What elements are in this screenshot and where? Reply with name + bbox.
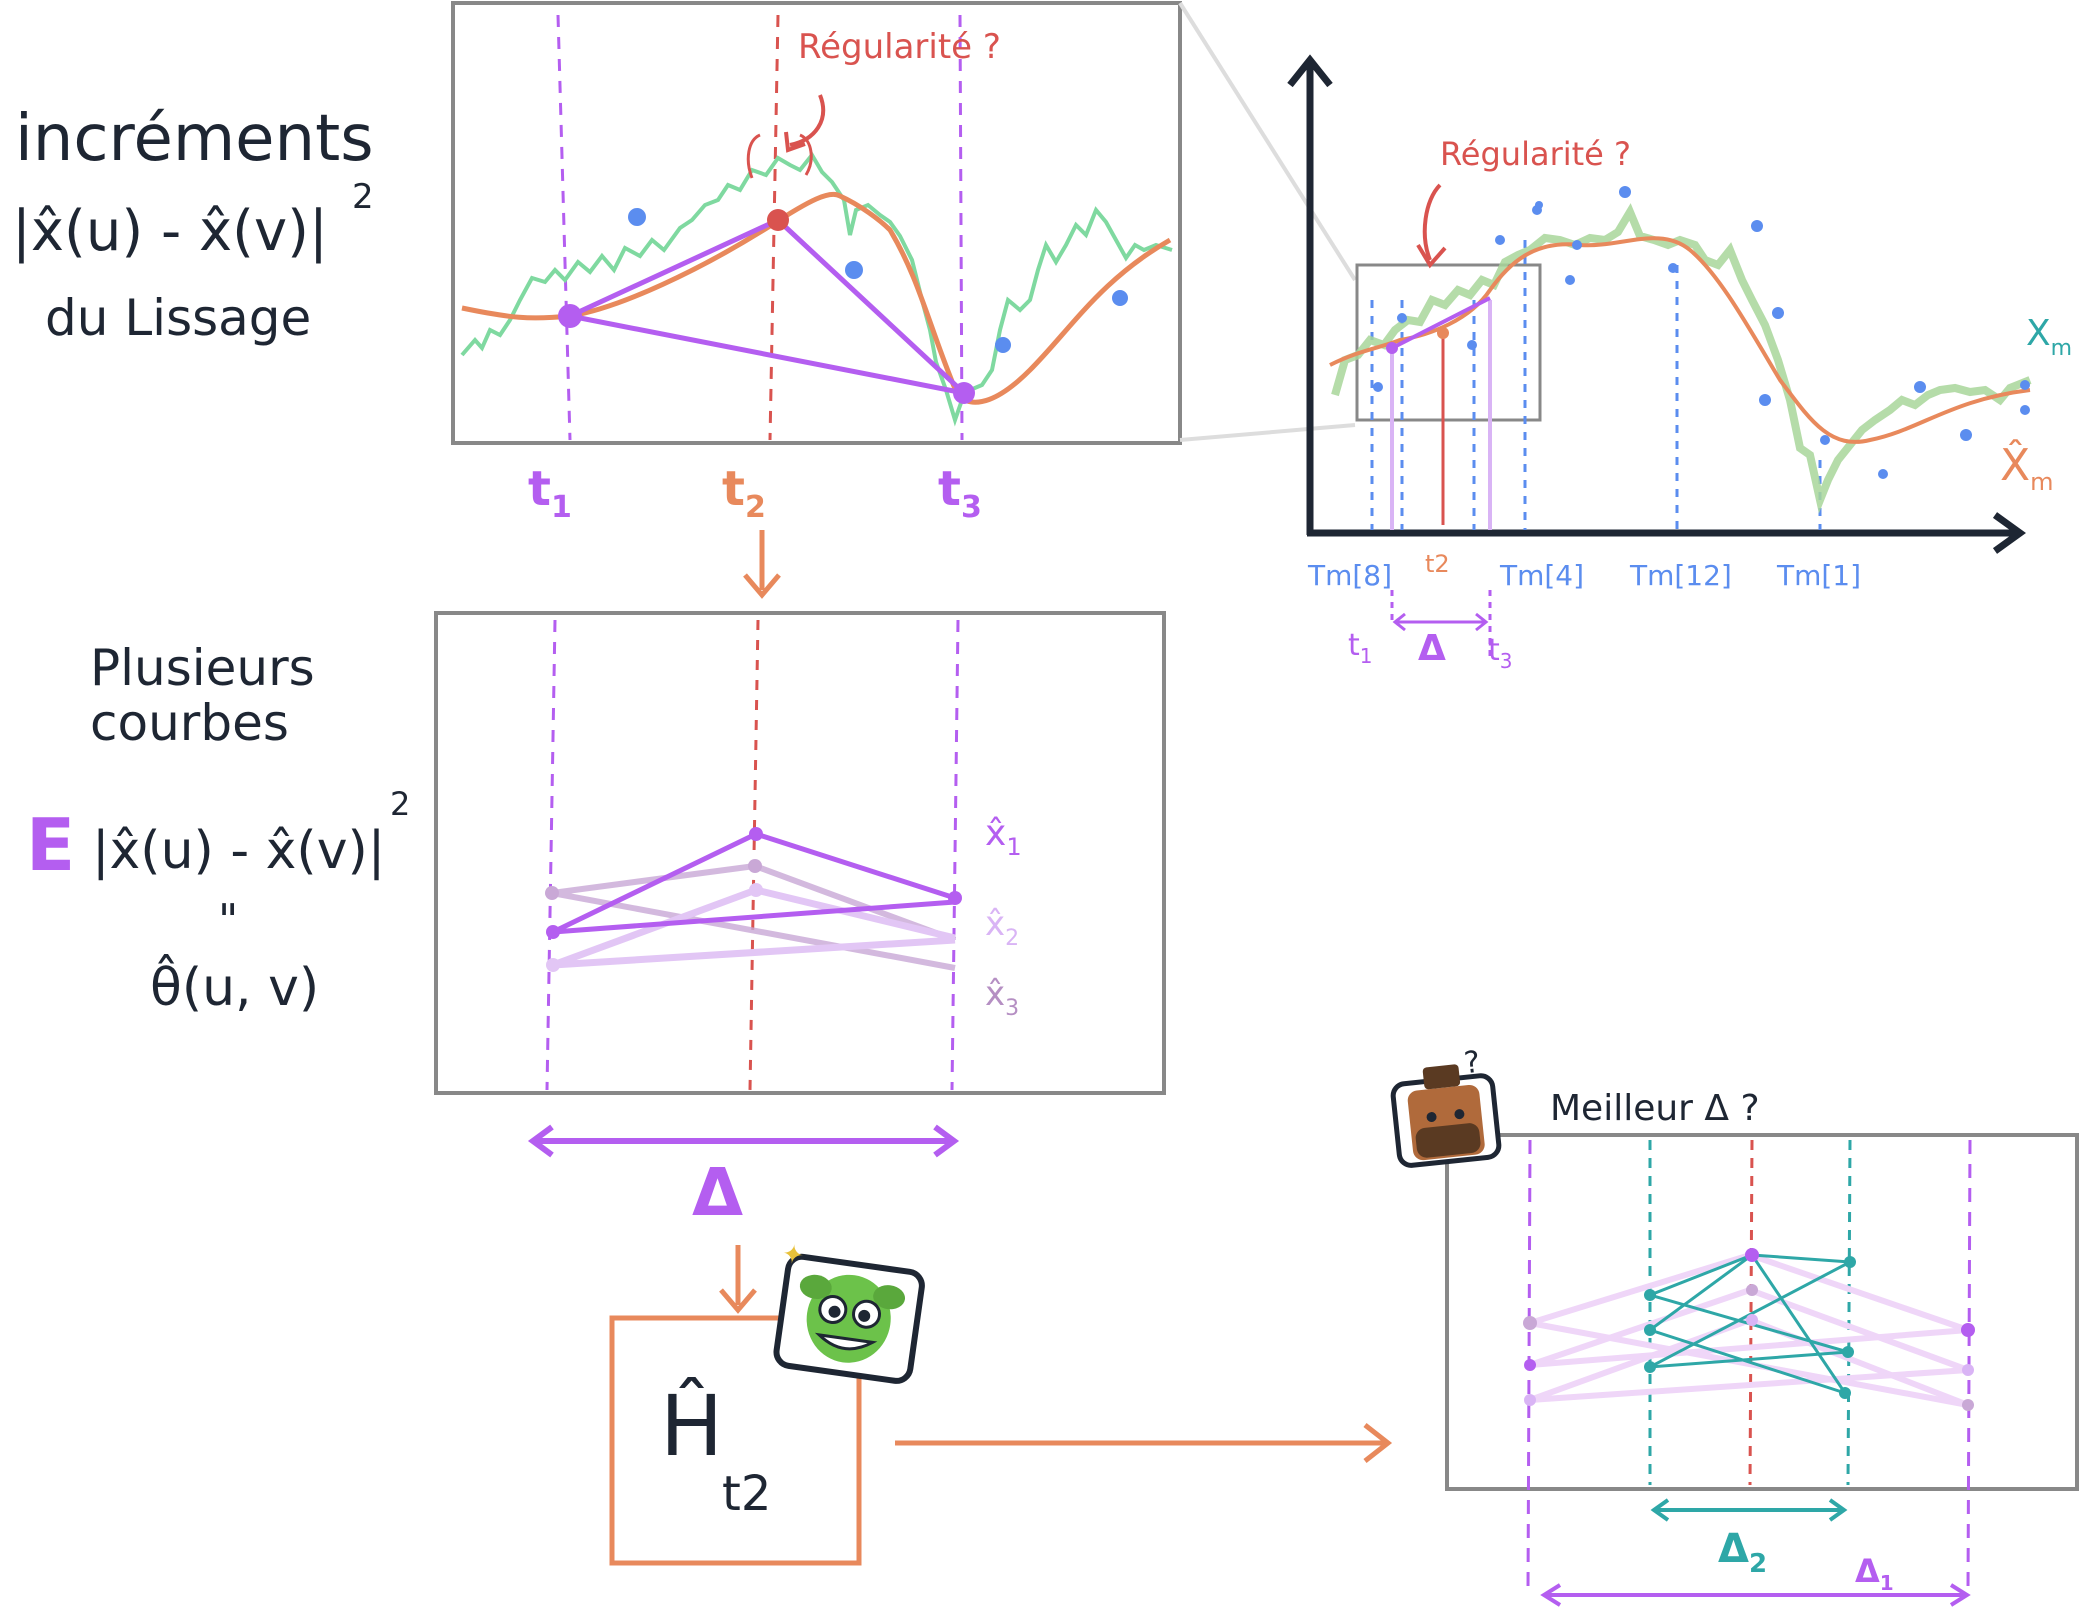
guide-t2 [768,14,780,441]
mid-label-x1: x̂1 [985,813,1022,861]
noisy-curve [460,151,1173,427]
best-delta-title: Meilleur Δ ? [1550,1088,1760,1129]
svg-text:?: ? [1462,1045,1482,1081]
observation-dot [995,337,1011,353]
svg-text:✦: ✦ [780,1239,806,1272]
several-curves-line1: Plusieurs [90,639,315,697]
h-subscript: t2 [722,1466,771,1522]
main-t3-label: t3 [1488,633,1513,673]
right-guide-center [1748,1139,1754,1486]
tick-label-tm12: Tm[12] [1629,559,1732,592]
mid-points [545,827,962,972]
h-hat-label: Ĥ [660,1377,723,1475]
tick-label-tm4: Tm[4] [1499,559,1584,592]
flow-arrow-1 [743,530,781,599]
expectation-symbol: E [26,803,75,887]
smoothing-label: du Lissage [45,289,311,347]
delta-bracket-heads [1392,612,1489,632]
top-panel-frame [451,1,1182,445]
right-points [1523,1248,1975,1411]
x-axis-arrowhead [1992,512,2026,554]
label-t3: t3 [938,461,982,525]
tick-label-tm8: Tm[8] [1307,559,1392,592]
mid-guide-t3 [950,619,960,1091]
mid-label-x2: x̂2 [985,904,1019,951]
delta2-arrowheads [1650,1498,1848,1522]
main-delta-label: Δ [1418,628,1446,669]
mid-delta-arrowheads [527,1124,960,1158]
top-zoom-panel: Régularité ? t1 t2 t3 [451,1,1182,525]
theta-hat-label: θ̂(u, v) [150,954,319,1018]
right-panel: Meilleur Δ ? Δ2 Δ1 [1445,1088,2079,1607]
right-guide-inner-right [1846,1139,1852,1486]
mid-delta-label: Δ [692,1154,743,1231]
segment-t1-t3 [569,313,965,396]
mid-panel: x̂1 x̂2 x̂3 Δ [434,611,1166,1231]
increments-exponent: 2 [352,177,374,217]
mid-panel-frame [434,611,1166,1095]
regularity-bracket [746,133,813,179]
main-t1-label: t1 [1348,628,1373,668]
delta1-arrowheads [1540,1583,1971,1607]
increments-label: incréments [15,102,374,176]
point-t3 [953,382,975,404]
observations [1373,186,2030,479]
main-plot: Régularité ? Xm X̂m Tm[8] t2 Tm[4] Tm[12… [1287,54,2072,673]
expectation-formula: |x̂(u) - x̂(v)| [92,821,385,881]
zoom-point-t2 [1437,327,1449,339]
h-box: Ĥ t2 [609,1315,862,1566]
observation-dot [845,261,863,279]
delta1-label: Δ1 [1855,1552,1894,1595]
mid-guide-t2 [748,619,760,1091]
series-x-m [1331,203,2032,514]
annotation-arrow-main-head [1416,243,1447,269]
regularity-annotation-top: Régularité ? [798,27,1001,67]
point-t2 [767,209,789,231]
right-panel-frame [1445,1133,2079,1491]
guide-t1 [556,14,572,441]
annotation-arrow-top [789,94,826,147]
curve-x1-lines [551,831,956,935]
annotation-arrow-main [1422,183,1442,261]
right-wide-curves [1528,1252,1970,1408]
y-axis-arrowhead [1287,54,1333,88]
mid-guide-t1 [545,619,557,1091]
left-notes: incréments |x̂(u) - x̂(v)| 2 du Lissage … [12,102,410,1018]
point-t1 [558,304,582,328]
zoom-connector [1179,423,1356,442]
segment-t1-t2 [568,217,780,319]
zoom-point-t1 [1386,342,1398,354]
regularity-annotation-main: Régularité ? [1440,135,1631,173]
zoom-segment [1391,296,1491,350]
equals-sign: " [218,895,238,946]
label-t1: t1 [528,461,572,525]
observation-dot [1112,290,1128,306]
tick-label-tm1: Tm[1] [1776,559,1861,592]
expectation-exponent: 2 [390,785,410,823]
several-curves-line2: courbes [90,694,289,752]
series-label-x-m: Xm [2026,313,2072,361]
series-xhat-m [1329,236,2031,444]
h-box-frame [609,1315,862,1566]
tick-label-t2: t2 [1425,550,1450,578]
thinking-avatar: ? [1390,1045,1502,1168]
segment-t2-t3 [776,218,966,395]
flow-arrow-3 [895,1423,1393,1463]
zoom-box [1355,263,1542,422]
series-label-xhat-m: X̂m [2000,438,2054,496]
delta2-label: Δ2 [1718,1526,1767,1579]
annotation-arrow-top-head [784,131,806,153]
guide-t3 [958,14,964,441]
observation-dot [628,208,646,226]
smooth-curve [461,191,1172,405]
curve-x2-lines [551,886,956,969]
label-t2: t2 [722,461,766,525]
flow-arrow-2 [719,1245,757,1314]
mid-label-x3: x̂3 [985,974,1019,1021]
zoom-connector [1178,1,1357,282]
increments-formula: |x̂(u) - x̂(v)| [12,199,328,264]
goblin-avatar: ✦ [773,1239,925,1384]
